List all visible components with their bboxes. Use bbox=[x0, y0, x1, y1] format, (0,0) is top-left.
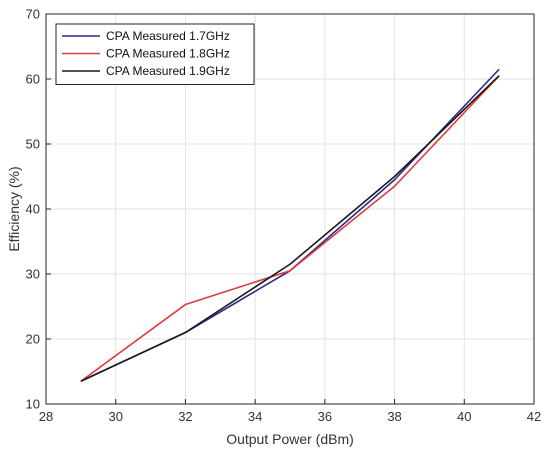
y-tick-label: 30 bbox=[26, 267, 40, 282]
x-tick-label: 32 bbox=[178, 409, 192, 424]
y-axis-label: Efficiency (%) bbox=[6, 166, 22, 251]
y-tick-label: 40 bbox=[26, 202, 40, 217]
y-tick-label: 50 bbox=[26, 137, 40, 152]
legend-label: CPA Measured 1.8GHz bbox=[106, 47, 230, 61]
x-axis-label: Output Power (dBm) bbox=[226, 431, 354, 447]
legend: CPA Measured 1.7GHz CPA Measured 1.8GHz CP… bbox=[55, 23, 255, 85]
x-tick-label: 36 bbox=[318, 409, 332, 424]
y-tick-labels: 10 20 30 40 50 60 70 bbox=[26, 7, 51, 412]
x-tick-label: 42 bbox=[527, 409, 541, 424]
y-tick-label: 60 bbox=[26, 72, 40, 87]
y-tick-label: 70 bbox=[26, 7, 40, 22]
x-tick-label: 34 bbox=[248, 409, 262, 424]
series-line-3 bbox=[80, 75, 500, 382]
x-tick-label: 30 bbox=[108, 409, 122, 424]
legend-label: CPA Measured 1.9GHz bbox=[106, 64, 230, 78]
x-tick-label: 28 bbox=[39, 409, 53, 424]
y-tick-label: 20 bbox=[26, 332, 40, 347]
y-tick-label: 10 bbox=[26, 397, 40, 412]
legend-label: CPA Measured 1.7GHz bbox=[106, 29, 230, 43]
x-tick-label: 38 bbox=[387, 409, 401, 424]
x-tick-label: 40 bbox=[457, 409, 471, 424]
x-tick-labels: 28 30 32 34 36 38 40 42 bbox=[39, 399, 541, 424]
series-lines bbox=[80, 68, 500, 382]
series-line-2 bbox=[80, 75, 500, 382]
